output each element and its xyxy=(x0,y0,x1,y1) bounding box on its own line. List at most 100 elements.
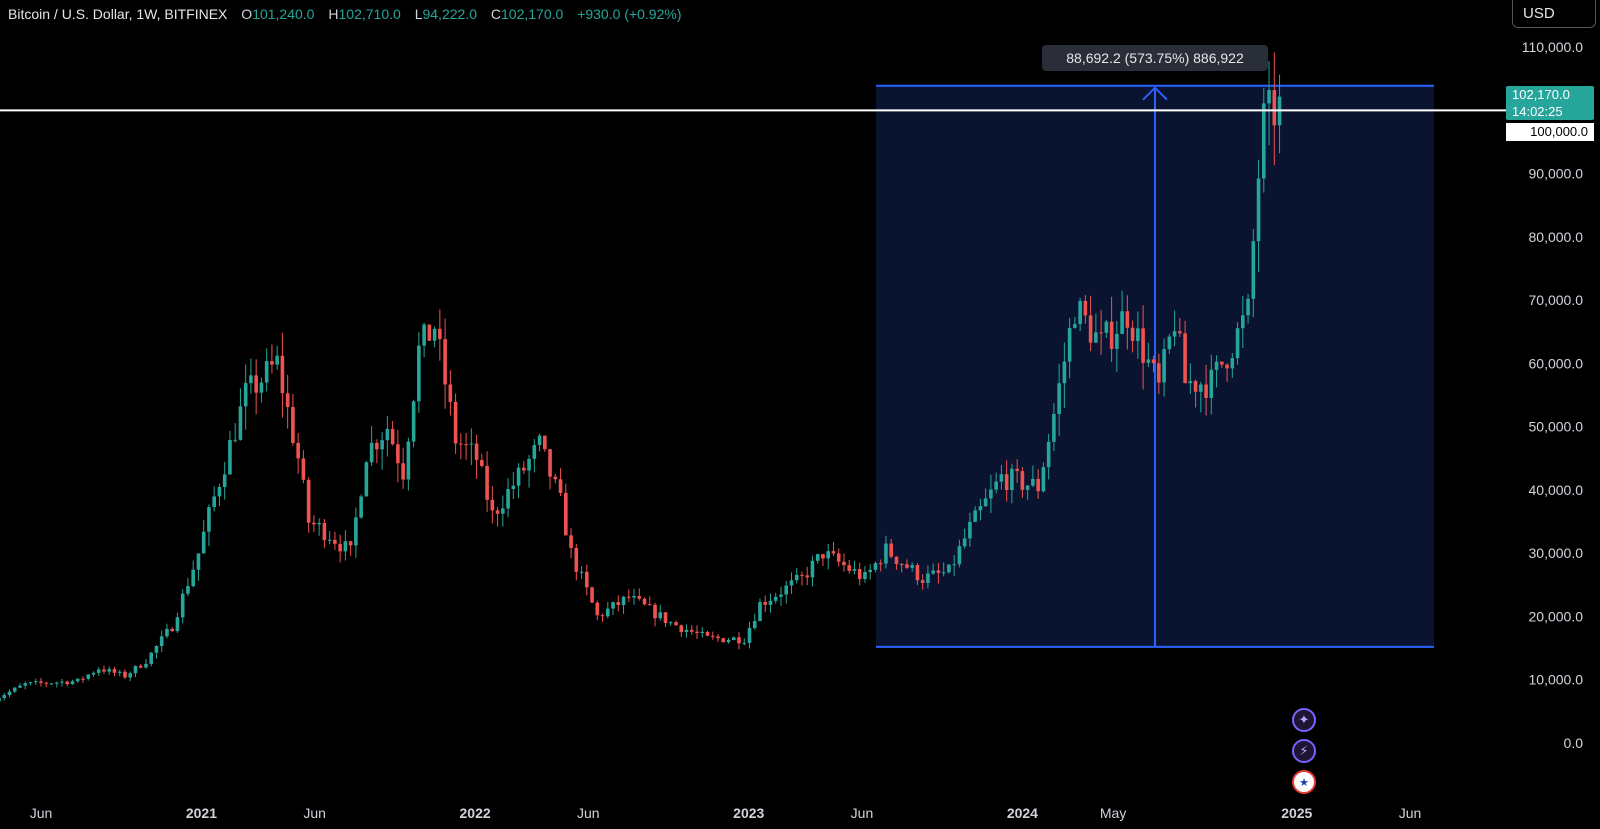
candle-body xyxy=(569,535,573,548)
y-tick-label: 110,000.0 xyxy=(1522,39,1583,55)
candle-body xyxy=(857,569,862,580)
candle-body xyxy=(1067,327,1072,362)
candle-body xyxy=(1115,333,1119,349)
candle-body xyxy=(243,383,248,407)
x-tick-label: 2025 xyxy=(1281,805,1312,821)
candle-body xyxy=(668,622,673,624)
candle-body xyxy=(1099,332,1103,334)
candle-body xyxy=(165,628,169,637)
candle-body xyxy=(49,683,54,685)
candle-body xyxy=(1046,441,1051,468)
candle-body xyxy=(810,560,815,578)
candle-body xyxy=(758,602,762,622)
y-tick-label: 30,000.0 xyxy=(1529,545,1584,561)
y-tick-label: 40,000.0 xyxy=(1529,482,1584,498)
x-tick-label: 2022 xyxy=(460,805,491,821)
candle-body xyxy=(920,580,925,583)
candle-body xyxy=(401,463,405,480)
y-tick-label: 20,000.0 xyxy=(1529,608,1584,624)
candle-body xyxy=(968,521,972,539)
candle-body xyxy=(1272,90,1277,126)
candle-body xyxy=(306,479,311,523)
candle-body xyxy=(1225,364,1229,369)
candle-body xyxy=(1235,328,1240,359)
candle-body xyxy=(931,570,935,574)
x-tick-label: 2024 xyxy=(1007,805,1038,821)
candle-body xyxy=(978,506,983,511)
candle-body xyxy=(768,600,773,605)
candle-body xyxy=(726,639,731,643)
candle-body xyxy=(548,449,552,477)
candle-body xyxy=(459,443,463,445)
candle-body xyxy=(1025,485,1030,490)
change-value: +930.0 (+0.92%) xyxy=(577,6,682,22)
candle-body xyxy=(432,328,437,341)
candle-body xyxy=(884,543,888,564)
candle-body xyxy=(947,564,951,573)
candle-body xyxy=(962,538,967,547)
candle-body xyxy=(1241,315,1245,329)
candle-body xyxy=(327,539,332,541)
candle-body xyxy=(553,476,558,480)
candle-body xyxy=(1130,327,1135,341)
candle-body xyxy=(364,462,369,497)
candle-body xyxy=(590,587,594,603)
candle-body xyxy=(747,628,752,643)
candle-body xyxy=(957,546,962,565)
candle-body xyxy=(700,631,705,633)
candle-body xyxy=(217,487,222,497)
candle-body xyxy=(1246,298,1250,316)
candle-body xyxy=(616,602,621,605)
symbol-title[interactable]: Bitcoin / U.S. Dollar, 1W, BITFINEX xyxy=(8,6,228,22)
candle-body xyxy=(7,691,12,696)
candle-body xyxy=(406,441,411,480)
candle-body xyxy=(926,573,930,583)
candle-body xyxy=(81,678,85,680)
y-tick-label: 0.0 xyxy=(1564,735,1584,751)
candle-body xyxy=(133,665,138,674)
candle-body xyxy=(149,652,154,664)
low-label: L xyxy=(414,6,423,22)
candle-body xyxy=(212,496,216,508)
candle-body xyxy=(1015,468,1019,472)
candle-body xyxy=(385,428,390,441)
candle-body xyxy=(689,629,694,632)
candle-body xyxy=(65,681,70,685)
sparkle-icon[interactable]: ✦ xyxy=(1292,708,1316,732)
candle-body xyxy=(70,681,75,685)
candle-body xyxy=(621,596,626,605)
candle-body xyxy=(180,593,185,618)
candle-body xyxy=(1162,349,1166,383)
candle-body xyxy=(999,474,1004,482)
candle-body xyxy=(800,574,804,576)
candle-body xyxy=(2,695,7,699)
candle-body xyxy=(96,669,101,673)
candle-body xyxy=(642,598,647,605)
lightning-icon[interactable]: ⚡ xyxy=(1292,739,1316,763)
candle-body xyxy=(380,440,384,450)
candle-body xyxy=(784,585,789,595)
candle-body xyxy=(1078,300,1082,325)
candle-body xyxy=(201,531,206,554)
candle-body xyxy=(501,508,505,514)
candle-body xyxy=(1151,359,1156,364)
candle-body xyxy=(0,698,1,702)
currency-selector[interactable]: USD xyxy=(1512,0,1596,28)
candle-body xyxy=(558,479,563,493)
candle-body xyxy=(291,406,295,443)
candle-body xyxy=(737,637,741,644)
candle-body xyxy=(710,635,715,637)
us-flag-icon[interactable]: ★ xyxy=(1292,770,1316,794)
candle-body xyxy=(1178,331,1182,334)
candle-body xyxy=(359,496,363,518)
candle-body xyxy=(910,565,914,568)
candle-body xyxy=(941,572,946,574)
candle-body xyxy=(1041,467,1046,492)
x-tick-label: 2021 xyxy=(186,805,217,821)
candle-body xyxy=(474,443,479,460)
candle-body xyxy=(1088,315,1093,343)
candle-body xyxy=(632,595,636,598)
candle-body xyxy=(905,564,909,568)
candle-body xyxy=(605,608,610,617)
